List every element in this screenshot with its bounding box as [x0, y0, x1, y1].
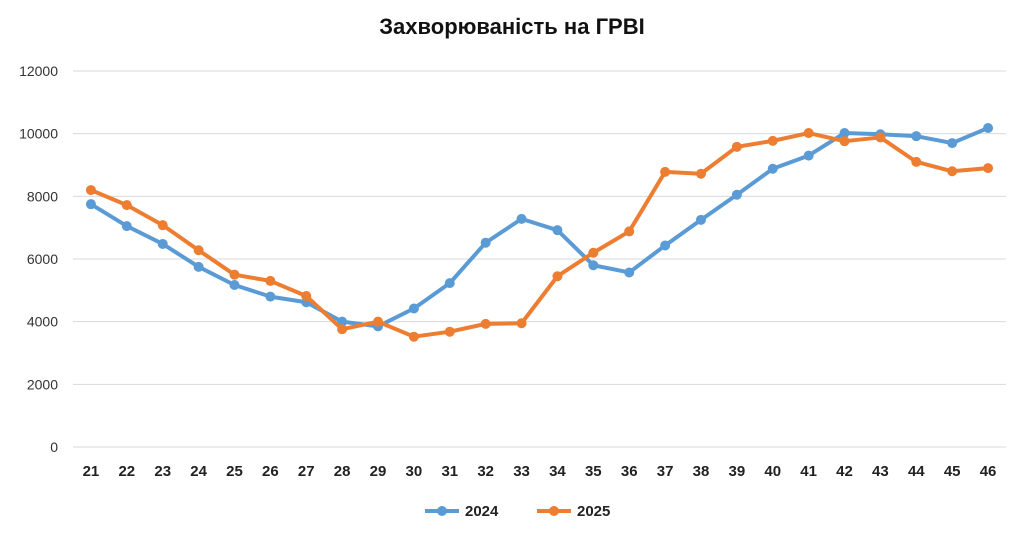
data-point: [157, 220, 168, 231]
x-tick-label: 26: [262, 463, 279, 480]
x-tick-label: 27: [298, 463, 315, 480]
series-lines: [85, 123, 994, 342]
legend-marker: [437, 506, 447, 516]
data-point: [373, 316, 384, 327]
x-tick-label: 35: [585, 463, 602, 480]
data-point: [588, 260, 599, 271]
x-tick-label: 33: [513, 463, 530, 480]
data-point: [265, 291, 276, 302]
data-point: [444, 278, 455, 289]
x-tick-label: 21: [83, 463, 100, 480]
y-tick-label: 2000: [27, 376, 58, 392]
data-point: [337, 324, 348, 335]
data-point: [983, 163, 994, 174]
y-tick-label: 0: [50, 439, 58, 455]
legend-item: 2024: [425, 503, 499, 520]
data-point: [660, 240, 671, 251]
x-tick-label: 45: [944, 463, 961, 480]
x-tick-label: 43: [872, 463, 889, 480]
data-point: [911, 156, 922, 167]
x-tick-label: 31: [441, 463, 458, 480]
x-tick-label: 40: [764, 463, 781, 480]
x-tick-label: 39: [729, 463, 746, 480]
x-tick-label: 42: [836, 463, 853, 480]
legend: 2024 2025: [425, 503, 610, 520]
x-tick-label: 29: [370, 463, 387, 480]
data-point: [516, 213, 527, 224]
data-point: [229, 280, 240, 291]
data-point: [121, 221, 132, 232]
data-point: [193, 245, 204, 256]
x-tick-label: 30: [406, 463, 423, 480]
data-point: [731, 189, 742, 200]
data-point: [552, 271, 563, 282]
data-point: [85, 199, 96, 210]
data-point: [695, 168, 706, 179]
data-point: [229, 269, 240, 280]
x-tick-label: 32: [477, 463, 494, 480]
data-point: [624, 226, 635, 237]
data-point: [193, 261, 204, 272]
data-point: [839, 128, 850, 139]
x-tick-label: 36: [621, 463, 638, 480]
data-point: [588, 247, 599, 258]
x-tick-label: 38: [693, 463, 710, 480]
data-point: [731, 141, 742, 152]
x-tick-label: 28: [334, 463, 351, 480]
data-point: [301, 290, 312, 301]
data-point: [911, 131, 922, 142]
y-tick-label: 4000: [27, 314, 58, 330]
legend-marker: [549, 506, 559, 516]
series-2025: [85, 128, 994, 342]
series-line: [88, 131, 991, 339]
data-point: [839, 136, 850, 147]
series-2024: [85, 123, 994, 332]
y-tick-label: 10000: [19, 126, 58, 142]
legend-item: 2025: [537, 503, 610, 520]
x-tick-label: 25: [226, 463, 243, 480]
x-tick-label: 46: [980, 463, 997, 480]
x-tick-label: 24: [190, 463, 207, 480]
y-tick-label: 12000: [19, 63, 58, 79]
data-point: [803, 150, 814, 161]
data-point: [947, 166, 958, 177]
x-axis-ticks: 21 22 23 24 25 26 27 28 29 30 31 32 33 34 35 36 37 38 39 40…: [83, 463, 997, 480]
data-point: [408, 331, 419, 342]
data-point: [947, 138, 958, 149]
series-line: [88, 126, 991, 329]
x-tick-label: 44: [908, 463, 925, 480]
data-point: [695, 214, 706, 225]
data-point: [552, 225, 563, 236]
y-axis-ticks: 0 2000 4000 6000 8000 10000 12000: [19, 63, 58, 455]
x-tick-label: 41: [800, 463, 817, 480]
data-point: [516, 318, 527, 329]
x-tick-label: 37: [657, 463, 674, 480]
data-point: [85, 185, 96, 196]
chart-title: Захворюваність на ГРВІ: [379, 14, 645, 39]
data-point: [983, 123, 994, 134]
x-tick-label: 23: [154, 463, 171, 480]
data-point: [265, 275, 276, 286]
data-point: [480, 318, 491, 329]
data-point: [408, 303, 419, 314]
data-point: [767, 163, 778, 174]
y-tick-label: 8000: [27, 188, 58, 204]
data-point: [803, 128, 814, 139]
data-point: [480, 237, 491, 248]
data-point: [121, 200, 132, 211]
legend-label: 2025: [577, 503, 610, 520]
data-point: [660, 166, 671, 177]
data-point: [767, 135, 778, 146]
data-point: [624, 267, 635, 278]
data-point: [444, 326, 455, 337]
data-point: [875, 132, 886, 143]
y-tick-label: 6000: [27, 251, 58, 267]
x-tick-label: 22: [118, 463, 135, 480]
x-tick-label: 34: [549, 463, 566, 480]
data-point: [157, 238, 168, 249]
legend-label: 2024: [465, 503, 499, 520]
